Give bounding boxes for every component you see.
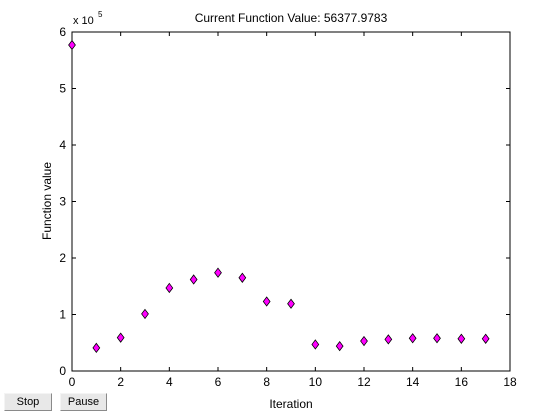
y-axis-label: Function value xyxy=(40,162,54,240)
data-point-marker xyxy=(116,332,125,343)
y-tick-label: 0 xyxy=(59,364,66,378)
plot-area xyxy=(71,31,511,372)
data-markers xyxy=(68,39,490,354)
data-point-marker xyxy=(457,333,466,344)
x-tick-label: 8 xyxy=(263,375,270,389)
data-point-marker xyxy=(68,39,76,51)
x-tick-label: 4 xyxy=(166,375,173,389)
stop-button[interactable]: Stop xyxy=(4,393,52,411)
data-point-marker xyxy=(92,342,101,354)
data-point-marker xyxy=(408,333,417,344)
pause-button[interactable]: Pause xyxy=(60,393,107,411)
x-tick-label: 12 xyxy=(357,375,371,389)
y-tick-label: 4 xyxy=(59,138,66,152)
data-point-marker xyxy=(311,339,320,350)
x-axis-label: Iteration xyxy=(269,397,312,411)
x-tick-label: 18 xyxy=(503,375,517,389)
data-point-marker xyxy=(287,298,295,309)
data-point-marker xyxy=(384,334,393,345)
data-point-marker xyxy=(335,340,344,352)
x-tick-label: 14 xyxy=(406,375,420,389)
y-axis: 0 1 2 3 4 5 6 xyxy=(59,25,510,378)
x-tick-label: 0 xyxy=(69,375,76,389)
x-tick-label: 16 xyxy=(455,375,469,389)
data-point-marker xyxy=(165,282,174,294)
data-point-marker xyxy=(214,267,222,278)
y-scale-label: x 10 5 xyxy=(73,10,103,27)
y-scale-base: x 10 xyxy=(73,15,94,27)
y-scale-exponent: 5 xyxy=(98,10,103,19)
y-tick-label: 3 xyxy=(59,195,66,209)
chart-title: Current Function Value: 56377.9783 xyxy=(195,11,388,25)
data-point-marker xyxy=(360,335,368,347)
data-point-marker xyxy=(262,296,271,307)
data-point-marker xyxy=(189,274,198,285)
data-point-marker xyxy=(238,272,247,283)
x-tick-label: 2 xyxy=(117,375,124,389)
y-tick-label: 5 xyxy=(59,82,66,96)
data-point-marker xyxy=(433,333,441,344)
y-tick-label: 2 xyxy=(59,251,66,265)
data-point-marker xyxy=(141,308,149,320)
x-tick-label: 6 xyxy=(215,375,222,389)
x-tick-label: 10 xyxy=(309,375,323,389)
data-point-marker xyxy=(481,333,490,344)
x-axis: 0 2 4 6 8 10 12 14 16 18 xyxy=(69,32,517,389)
y-tick-label: 1 xyxy=(59,308,66,322)
y-tick-label: 6 xyxy=(59,25,66,39)
